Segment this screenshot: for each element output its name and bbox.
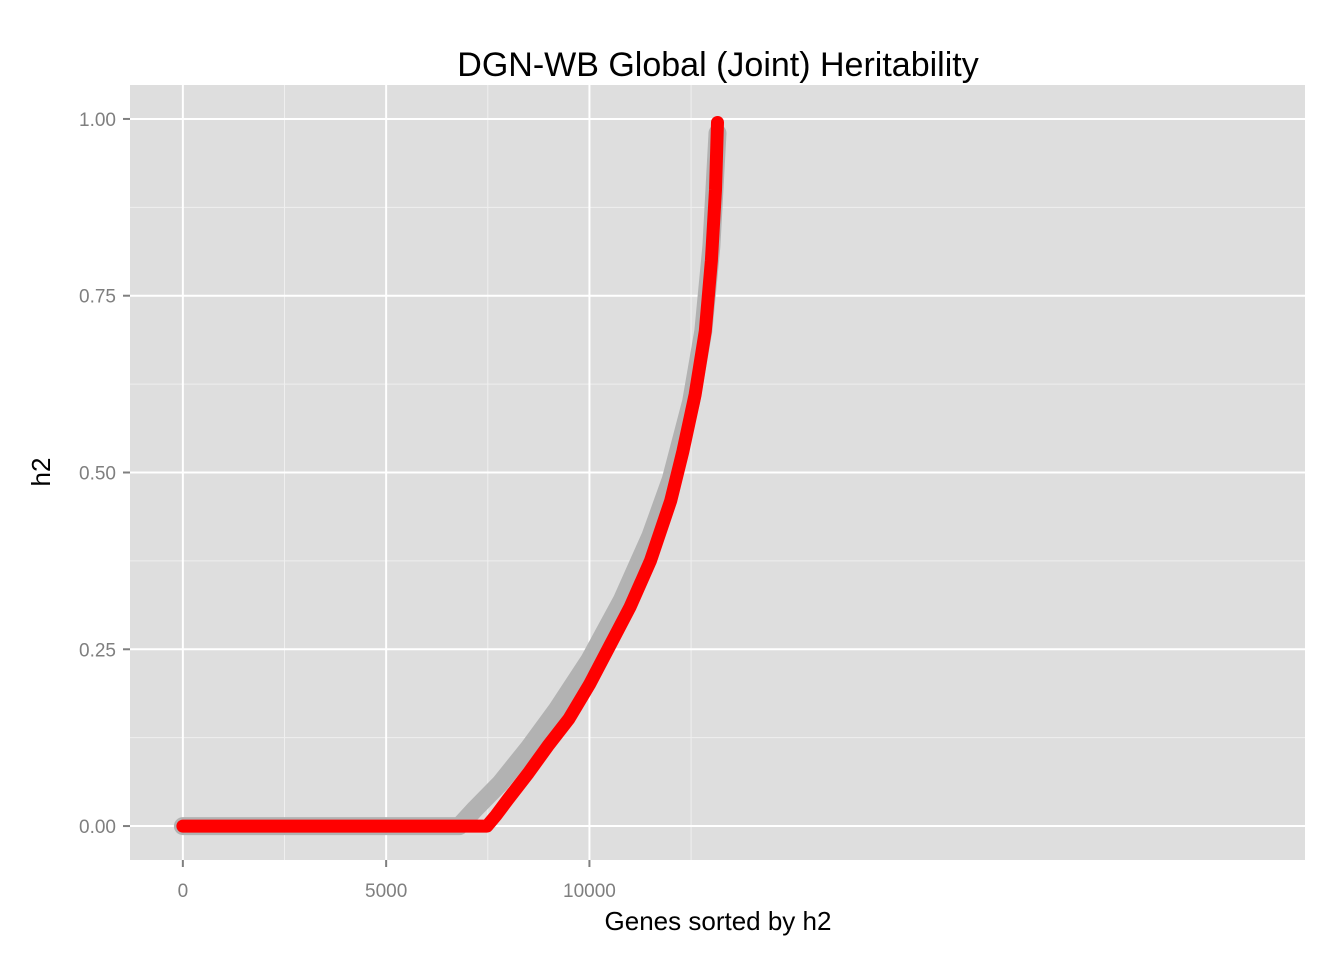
x-tick-label: 5000: [365, 881, 407, 902]
y-axis-label: h2: [26, 458, 56, 487]
x-axis: 0 5000 10000: [178, 860, 616, 902]
y-tick-label: 0.00: [79, 817, 116, 838]
series-layer: [173, 116, 727, 836]
series-line-2: [176, 116, 724, 833]
y-tick-label: 0.50: [79, 464, 116, 485]
y-tick-label: 1.00: [79, 110, 116, 131]
x-tick-label: 0: [178, 881, 189, 902]
y-tick-label: 0.75: [79, 287, 116, 308]
y-tick-label: 0.25: [79, 640, 116, 661]
y-axis: 0.00 0.25 0.50 0.75 1.00: [79, 110, 130, 838]
chart-title: DGN-WB Global (Joint) Heritability: [457, 46, 978, 84]
x-tick-label: 10000: [563, 881, 616, 902]
x-axis-label: Genes sorted by h2: [605, 906, 832, 936]
